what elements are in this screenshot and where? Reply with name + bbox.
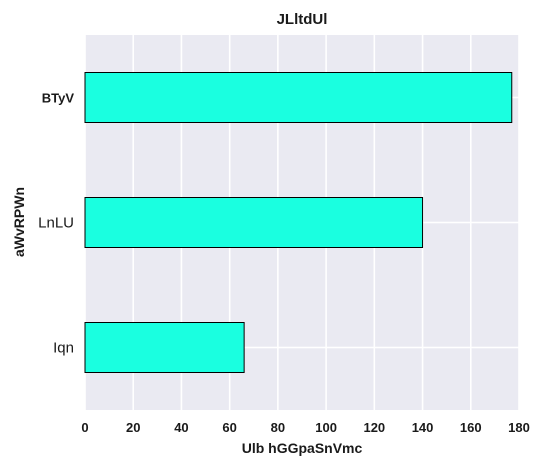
x-tick-label: 100 (315, 420, 337, 435)
x-tick-label: 40 (174, 420, 188, 435)
x-tick-labels: 0 20 40 60 80 100 120 140 160 180 (81, 420, 529, 435)
y-tick-label: BTyV (42, 91, 75, 106)
y-tick-labels: Iqn LnLU BTyV (38, 91, 74, 357)
x-tick-label: 160 (460, 420, 482, 435)
x-tick-label: 20 (126, 420, 140, 435)
y-tick-label: LnLU (38, 215, 74, 232)
bar-iqn (84, 322, 245, 373)
x-tick-label: 140 (412, 420, 434, 435)
y-tick-label: Iqn (53, 340, 74, 357)
x-tick-label: 60 (222, 420, 236, 435)
x-tick-label: 120 (363, 420, 385, 435)
y-axis-label: aWvRPWn (11, 187, 27, 257)
x-axis-label: Ulb hGGpaSnVmc (242, 440, 363, 456)
x-tick-label: 180 (508, 420, 530, 435)
x-tick-label: 0 (81, 420, 88, 435)
bar-btyv (84, 72, 513, 123)
chart-title: JLltdUl (277, 11, 328, 28)
x-tick-label: 80 (271, 420, 285, 435)
bars (84, 72, 513, 373)
bar-lnlu (84, 197, 424, 248)
